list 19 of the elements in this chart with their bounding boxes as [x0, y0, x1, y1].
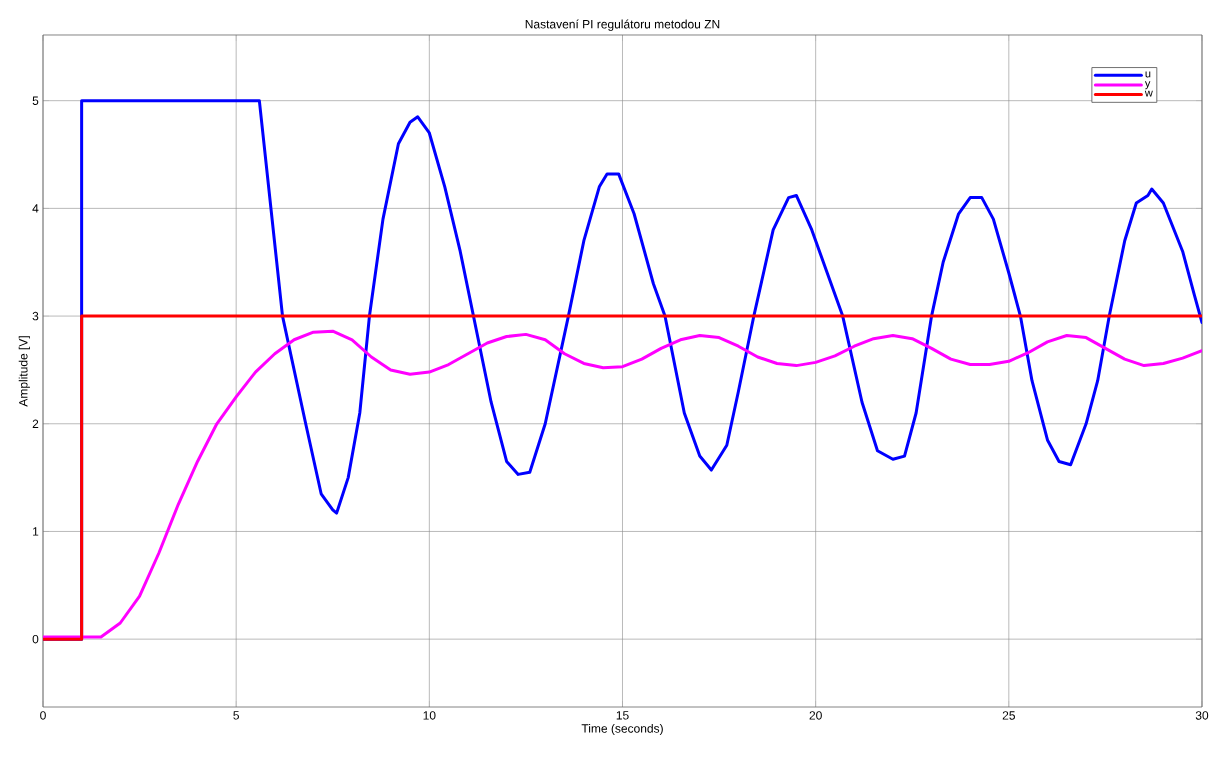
y-tick-label: 4 [32, 204, 39, 213]
y-tick-label: 0 [32, 634, 39, 644]
x-tick-label: 25 [1002, 711, 1015, 720]
y-tick-label: 3 [32, 311, 39, 321]
x-tick-label: 30 [1195, 711, 1209, 720]
legend-label: y [1144, 81, 1151, 90]
legend-label: w [1144, 90, 1153, 97]
x-tick-label: 15 [616, 711, 629, 720]
x-axis-title: Time (seconds) [581, 723, 663, 736]
y-axis-title: Amplitude [V] [18, 336, 30, 407]
x-tick-label: 10 [423, 711, 436, 720]
chart-title: Nastavení PI regulátoru metodou ZN [525, 19, 720, 31]
x-tick-label: 20 [809, 711, 822, 720]
y-tick-label: 2 [32, 419, 39, 428]
legend-label: u [1145, 71, 1151, 78]
x-tick-label: 0 [40, 711, 46, 720]
x-tick-label: 5 [233, 711, 239, 720]
y-tick-label: 1 [33, 527, 39, 536]
y-tick-label: 5 [32, 96, 39, 105]
